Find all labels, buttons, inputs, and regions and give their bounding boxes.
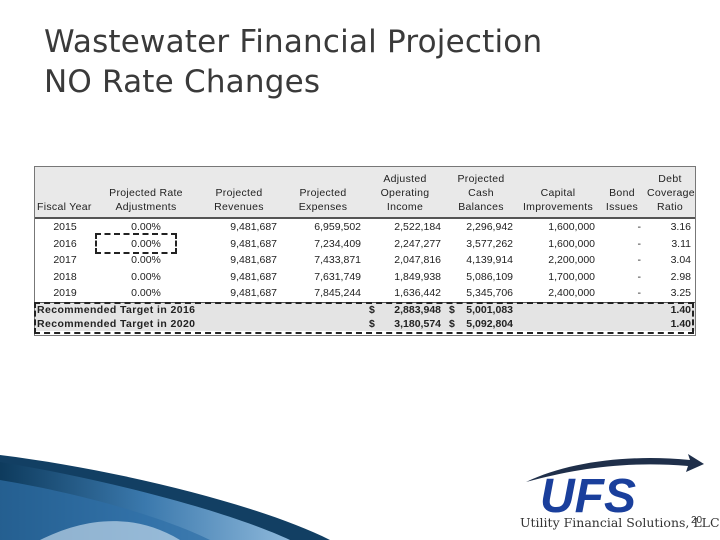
cell-operating-income: 1,849,938 <box>394 270 441 283</box>
table-header-row: Fiscal Year Projected Rate Adjustments P… <box>35 167 695 219</box>
table-row: 2019 0.00% 9,481,687 7,845,244 1,636,442… <box>35 285 695 302</box>
cell-cash: 3,577,262 <box>466 237 513 250</box>
header-coverage: Debt Coverage Ratio <box>645 167 695 219</box>
cell-operating-income: 2,247,277 <box>394 237 441 250</box>
cell-bond: - <box>637 287 642 300</box>
cell-bond: - <box>637 270 642 283</box>
cell-year: 2016 <box>53 237 77 250</box>
cell-operating-income: 2,522,184 <box>394 221 441 234</box>
page-number: 20 <box>691 515 703 526</box>
target-operating-income-value: 3,180,574 <box>394 317 441 330</box>
target-coverage: 1.40 <box>645 316 695 331</box>
title-line-2: NO Rate Changes <box>44 64 321 100</box>
header-capital: Capital Improvements <box>517 167 599 219</box>
target-operating-income: $3,180,574 <box>365 316 445 331</box>
currency-symbol: $ <box>369 317 375 330</box>
currency-symbol: $ <box>449 317 455 330</box>
cell-year: 2017 <box>53 254 77 267</box>
cell-coverage: 2.98 <box>670 270 691 283</box>
ufs-logo: UFS <box>526 454 704 523</box>
target-empty-cell <box>599 316 645 331</box>
cell-bond: - <box>637 254 642 267</box>
header-revenues: Projected Revenues <box>197 167 281 219</box>
cell-capital: 1,600,000 <box>548 237 595 250</box>
cell-year: 2018 <box>53 270 77 283</box>
cell-year: 2015 <box>53 221 77 234</box>
cell-expenses: 7,433,871 <box>314 254 361 267</box>
target-label: Recommended Target in 2020 <box>35 316 365 331</box>
cell-revenues: 9,481,687 <box>230 254 277 267</box>
cell-capital: 1,600,000 <box>548 221 595 234</box>
table-row: 2015 0.00% 9,481,687 6,959,502 2,522,184… <box>35 218 695 236</box>
cell-capital: 2,400,000 <box>548 287 595 300</box>
target-cash: $5,001,083 <box>445 301 517 317</box>
cell-cash: 5,345,706 <box>466 287 513 300</box>
target-empty-cell <box>517 316 599 331</box>
swoosh-arrow-icon <box>526 454 704 482</box>
header-operating-income: Adjusted Operating Income <box>365 167 445 219</box>
table-row: 2018 0.00% 9,481,687 7,631,749 1,849,938… <box>35 269 695 286</box>
cell-coverage: 3.11 <box>671 237 691 250</box>
cell-rate: 0.00% <box>131 221 161 234</box>
currency-symbol: $ <box>369 303 375 316</box>
header-fiscal-year: Fiscal Year <box>35 167 95 219</box>
company-name: Utility Financial Solutions, LLC <box>520 515 720 530</box>
cell-revenues: 9,481,687 <box>230 237 277 250</box>
cell-year: 2019 <box>53 287 77 300</box>
cell-bond: - <box>637 237 642 250</box>
highlight-box-targets <box>34 302 694 334</box>
cell-rate: 0.00% <box>131 270 161 283</box>
cell-expenses: 7,234,409 <box>314 237 361 250</box>
cell-coverage: 3.16 <box>670 221 691 234</box>
table-row: 2017 0.00% 9,481,687 7,433,871 2,047,816… <box>35 252 695 269</box>
target-cash-value: 5,001,083 <box>466 303 513 316</box>
target-cash: $5,092,804 <box>445 316 517 331</box>
cell-bond: - <box>637 221 642 234</box>
cell-cash: 5,086,109 <box>466 270 513 283</box>
target-coverage: 1.40 <box>645 301 695 317</box>
target-row-2020: Recommended Target in 2020 $3,180,574 $5… <box>35 316 695 331</box>
wave-decoration <box>0 455 330 540</box>
cell-rate: 0.00% <box>131 287 161 300</box>
currency-symbol: $ <box>449 303 455 316</box>
cell-expenses: 7,845,244 <box>314 287 361 300</box>
logo-text: UFS <box>540 470 636 523</box>
cell-rate: 0.00% <box>131 237 161 250</box>
header-expenses: Projected Expenses <box>281 167 365 219</box>
header-rate: Projected Rate Adjustments <box>95 167 197 219</box>
cell-expenses: 6,959,502 <box>314 221 361 234</box>
header-cash: Projected Cash Balances <box>445 167 517 219</box>
cell-expenses: 7,631,749 <box>314 270 361 283</box>
highlight-box-rate-2016 <box>95 233 177 254</box>
cell-rate: 0.00% <box>131 254 161 267</box>
cell-coverage: 3.04 <box>670 254 691 267</box>
cell-capital: 2,200,000 <box>548 254 595 267</box>
cell-revenues: 9,481,687 <box>230 287 277 300</box>
table-row: 2016 0.00% 9,481,687 7,234,409 2,247,277… <box>35 236 695 253</box>
cell-revenues: 9,481,687 <box>230 221 277 234</box>
cell-operating-income: 2,047,816 <box>394 254 441 267</box>
target-operating-income-value: 2,883,948 <box>394 303 441 316</box>
cell-coverage: 3.25 <box>670 287 691 300</box>
slide-title: Wastewater Financial Projection NO Rate … <box>44 22 542 102</box>
cell-cash: 2,296,942 <box>466 221 513 234</box>
cell-capital: 1,700,000 <box>548 270 595 283</box>
cell-cash: 4,139,914 <box>466 254 513 267</box>
cell-revenues: 9,481,687 <box>230 270 277 283</box>
title-line-1: Wastewater Financial Projection <box>44 24 543 60</box>
cell-operating-income: 1,636,442 <box>394 287 441 300</box>
target-cash-value: 5,092,804 <box>466 317 513 330</box>
header-bond: Bond Issues <box>599 167 645 219</box>
